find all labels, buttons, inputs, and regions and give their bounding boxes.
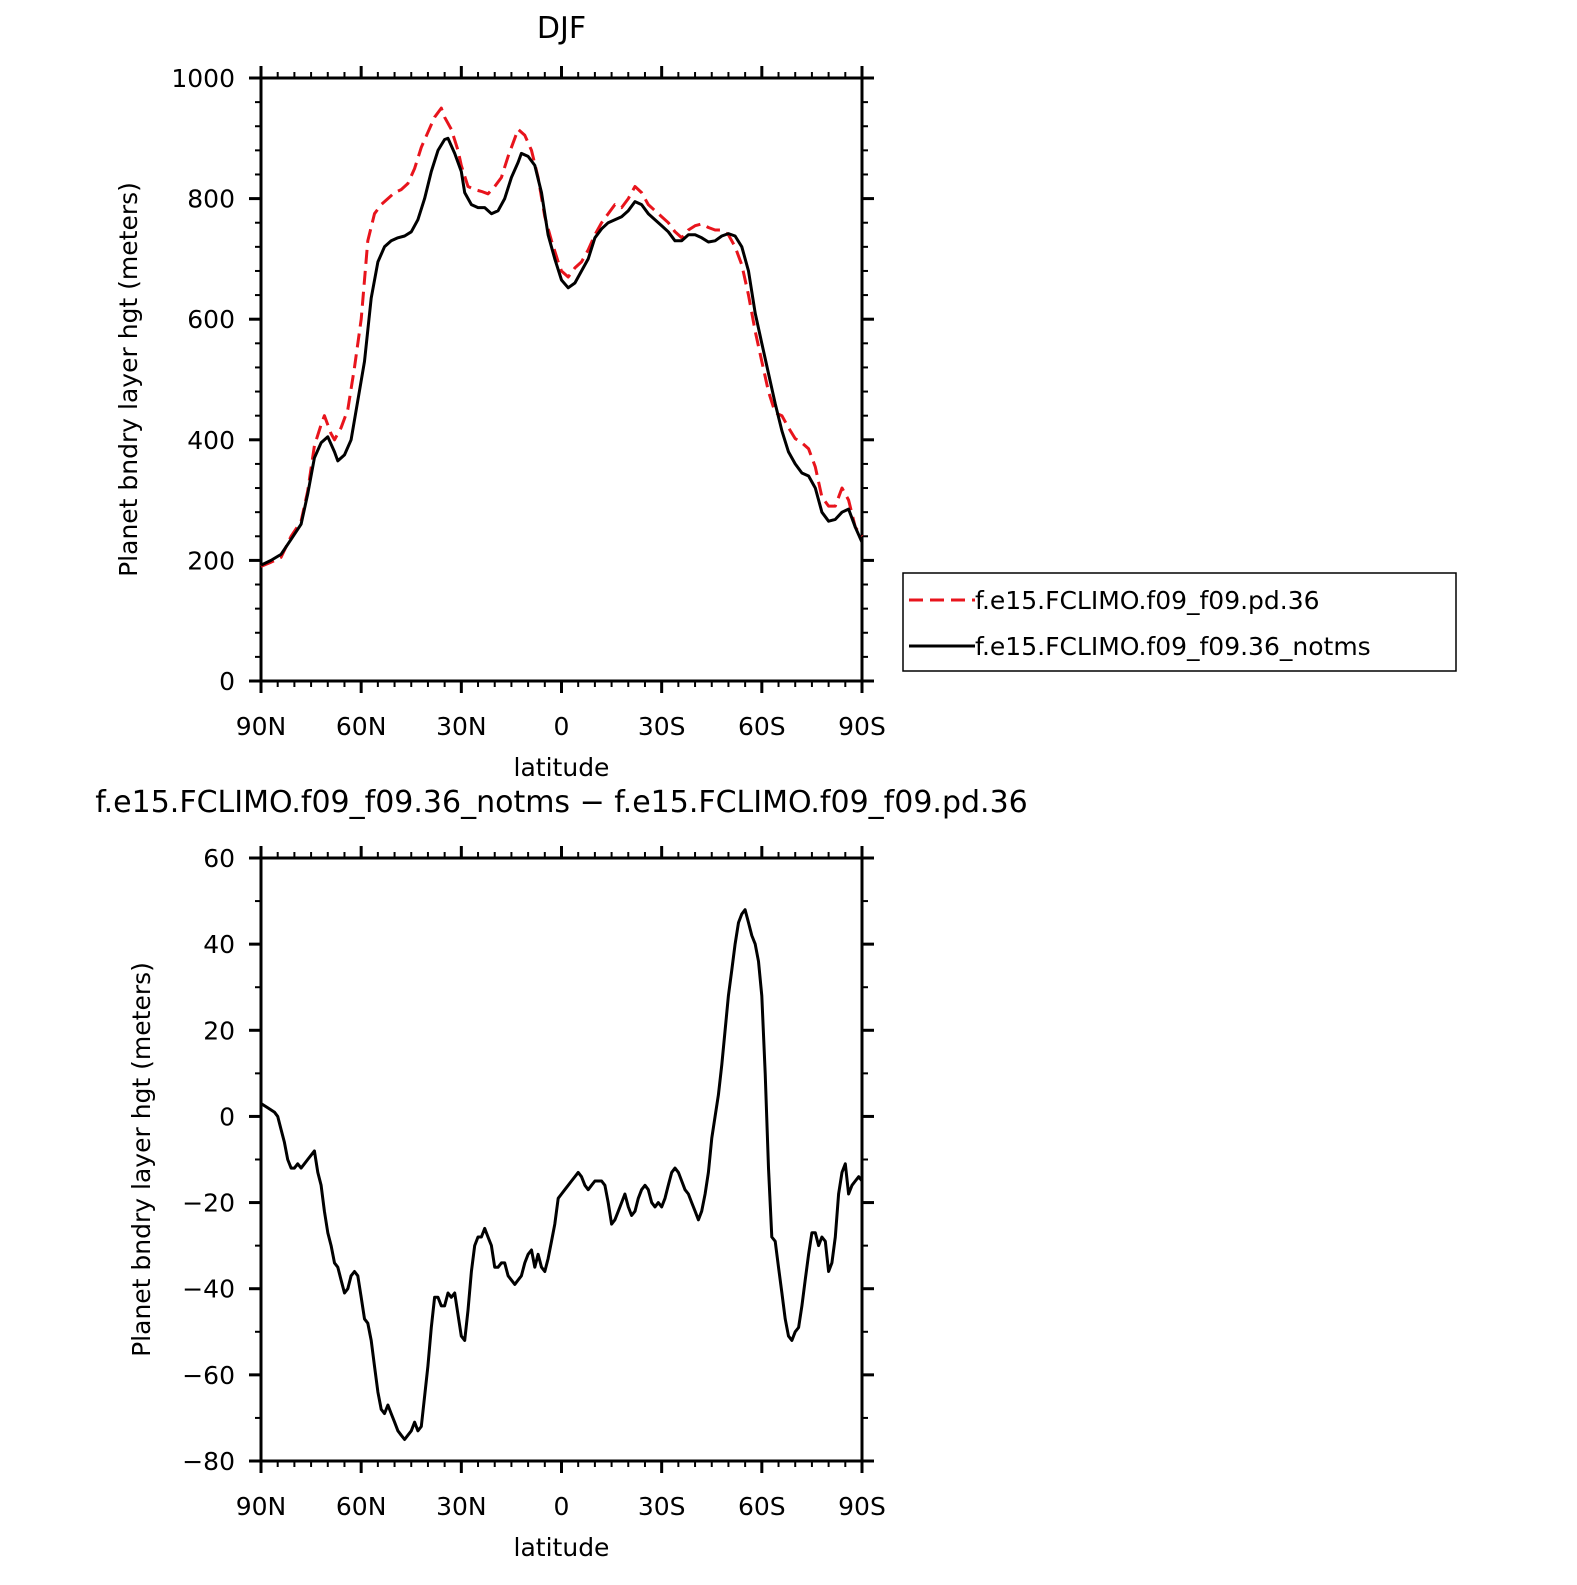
y-tick-label: 600 bbox=[187, 305, 235, 334]
legend: f.e15.FCLIMO.f09_f09.pd.36 f.e15.FCLIMO.f… bbox=[902, 572, 1457, 672]
series-line-0 bbox=[260, 106, 864, 568]
x-tick-label: 30N bbox=[436, 1492, 487, 1521]
x-tick-label: 30S bbox=[638, 712, 686, 741]
series-line-1 bbox=[260, 136, 864, 567]
chart-title: f.e15.FCLIMO.f09_f09.36_notms − f.e15.FC… bbox=[95, 785, 1028, 820]
y-tick-label: −20 bbox=[182, 1189, 235, 1218]
y-tick-label: 0 bbox=[219, 667, 235, 696]
x-tick-label: 60N bbox=[336, 1492, 387, 1521]
x-tick-label: 60N bbox=[336, 712, 387, 741]
x-axis-label: latitude bbox=[514, 1533, 610, 1562]
y-tick-label: 40 bbox=[203, 930, 235, 959]
x-tick-label: 90N bbox=[236, 1492, 287, 1521]
chart-title: DJF bbox=[537, 11, 586, 46]
y-tick-label: 1000 bbox=[171, 64, 235, 93]
x-axis-label: latitude bbox=[514, 753, 610, 782]
x-tick-label: 60S bbox=[738, 1492, 786, 1521]
y-tick-label: −40 bbox=[182, 1275, 235, 1304]
y-tick-label: 20 bbox=[203, 1016, 235, 1045]
y-axis-label: Planet bndry layer hgt (meters) bbox=[127, 962, 156, 1357]
x-tick-label: 0 bbox=[554, 712, 570, 741]
y-axis-label: Planet bndry layer hgt (meters) bbox=[114, 182, 143, 577]
legend-label: f.e15.FCLIMO.f09_f09.36_notms bbox=[975, 632, 1371, 661]
y-tick-label: 60 bbox=[203, 844, 235, 873]
y-tick-label: −80 bbox=[182, 1447, 235, 1476]
x-tick-label: 30S bbox=[638, 1492, 686, 1521]
x-tick-label: 60S bbox=[738, 712, 786, 741]
bottom-chart: f.e15.FCLIMO.f09_f09.36_notms − f.e15.FC… bbox=[95, 785, 1028, 1562]
x-tick-label: 30N bbox=[436, 712, 487, 741]
plot-frame bbox=[259, 856, 864, 1463]
legend-box bbox=[902, 572, 1457, 672]
y-tick-label: 200 bbox=[187, 546, 235, 575]
legend-label: f.e15.FCLIMO.f09_f09.pd.36 bbox=[975, 586, 1320, 615]
x-tick-label: 90S bbox=[838, 1492, 886, 1521]
x-tick-label: 0 bbox=[554, 1492, 570, 1521]
y-tick-label: 0 bbox=[219, 1102, 235, 1131]
y-tick-label: 400 bbox=[187, 426, 235, 455]
top-chart: DJF 90N 60N 30N 0 30S 60S 90S 0 200 400 600 800 1000 l… bbox=[114, 11, 886, 782]
x-tick-label: 90N bbox=[236, 712, 287, 741]
y-tick-label: 800 bbox=[187, 185, 235, 214]
series-line-0 bbox=[260, 908, 864, 1441]
x-tick-label: 90S bbox=[838, 712, 886, 741]
y-tick-label: −60 bbox=[182, 1361, 235, 1390]
